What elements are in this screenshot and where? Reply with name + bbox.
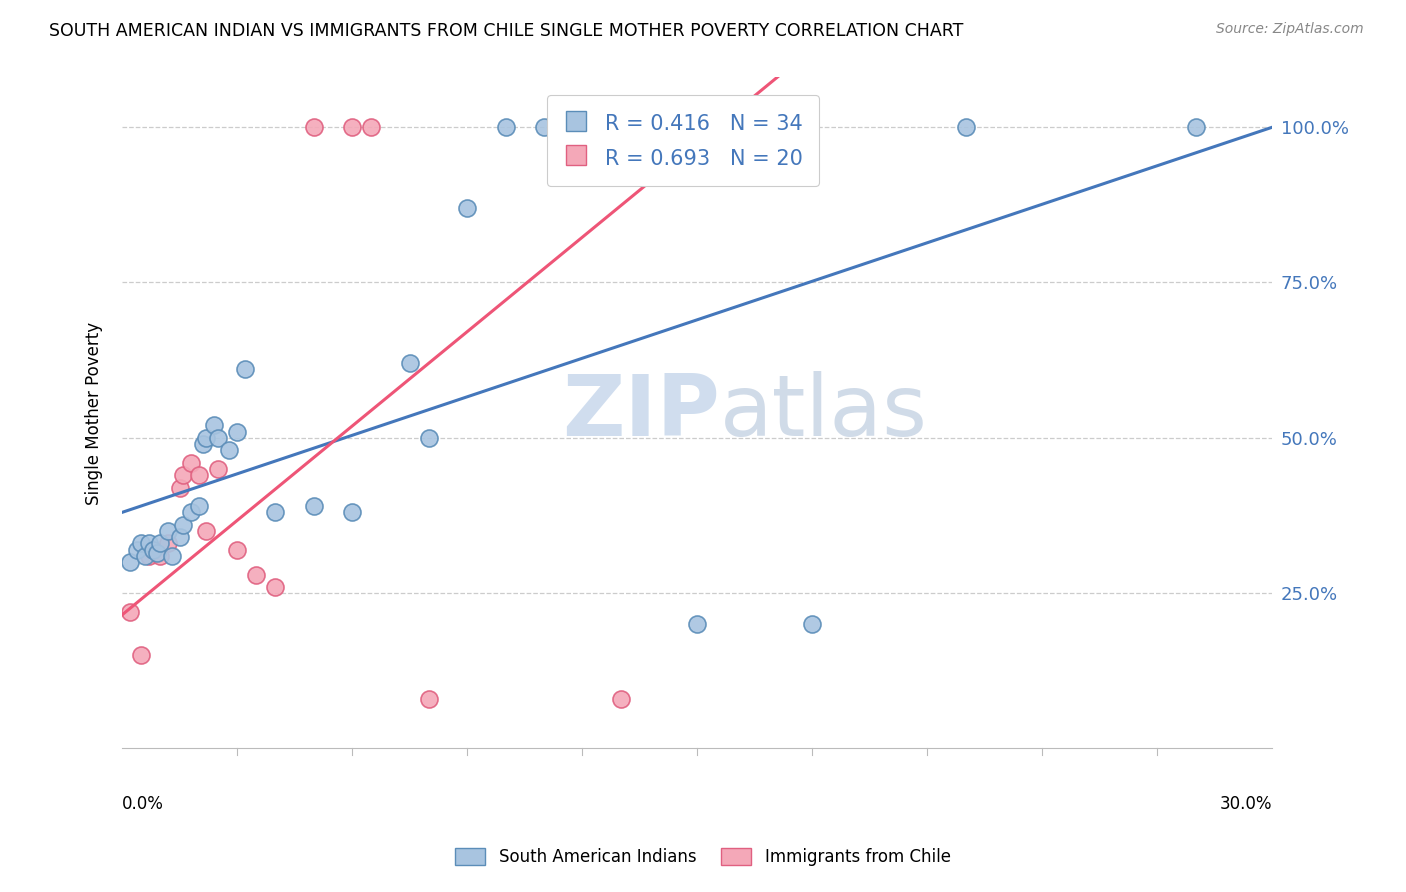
Y-axis label: Single Mother Poverty: Single Mother Poverty: [86, 321, 103, 505]
Point: [138, 549, 160, 563]
Point: [609, 691, 631, 706]
Point: [134, 549, 156, 563]
Point: [340, 120, 363, 135]
Text: ZIP: ZIP: [562, 371, 720, 454]
Point: [398, 356, 420, 370]
Point: [207, 462, 229, 476]
Point: [195, 524, 218, 538]
Point: [172, 468, 194, 483]
Point: [187, 468, 209, 483]
Point: [609, 120, 631, 135]
Point: [218, 443, 240, 458]
Point: [180, 456, 202, 470]
Point: [1184, 120, 1206, 135]
Point: [187, 499, 209, 513]
Point: [118, 555, 141, 569]
Text: SOUTH AMERICAN INDIAN VS IMMIGRANTS FROM CHILE SINGLE MOTHER POVERTY CORRELATION: SOUTH AMERICAN INDIAN VS IMMIGRANTS FROM…: [49, 22, 963, 40]
Legend: R = 0.416   N = 34, R = 0.693   N = 20: R = 0.416 N = 34, R = 0.693 N = 20: [547, 95, 820, 186]
Point: [302, 120, 325, 135]
Point: [801, 617, 824, 632]
Point: [264, 580, 287, 594]
Point: [149, 536, 172, 550]
Text: Source: ZipAtlas.com: Source: ZipAtlas.com: [1216, 22, 1364, 37]
Point: [169, 481, 191, 495]
Point: [207, 431, 229, 445]
Point: [340, 505, 363, 519]
Point: [202, 418, 225, 433]
Point: [169, 530, 191, 544]
Point: [686, 617, 709, 632]
Point: [195, 431, 218, 445]
Point: [172, 517, 194, 532]
Point: [142, 542, 165, 557]
Point: [157, 536, 180, 550]
Point: [418, 431, 440, 445]
Point: [533, 120, 555, 135]
Text: atlas: atlas: [720, 371, 928, 454]
Point: [495, 120, 517, 135]
Legend: South American Indians, Immigrants from Chile: South American Indians, Immigrants from …: [449, 841, 957, 873]
Point: [226, 542, 249, 557]
Point: [129, 536, 152, 550]
Point: [226, 425, 249, 439]
Point: [191, 437, 214, 451]
Point: [360, 120, 382, 135]
Text: 30.0%: 30.0%: [1220, 796, 1272, 814]
Point: [302, 499, 325, 513]
Point: [129, 648, 152, 663]
Text: 0.0%: 0.0%: [122, 796, 165, 814]
Point: [127, 542, 149, 557]
Point: [145, 546, 167, 560]
Point: [138, 536, 160, 550]
Point: [264, 505, 287, 519]
Point: [955, 120, 977, 135]
Point: [418, 691, 440, 706]
Point: [233, 362, 256, 376]
Point: [160, 549, 183, 563]
Point: [180, 505, 202, 519]
Point: [245, 567, 267, 582]
Point: [118, 605, 141, 619]
Point: [456, 201, 478, 215]
Point: [149, 549, 172, 563]
Point: [157, 524, 180, 538]
Point: [142, 542, 165, 557]
